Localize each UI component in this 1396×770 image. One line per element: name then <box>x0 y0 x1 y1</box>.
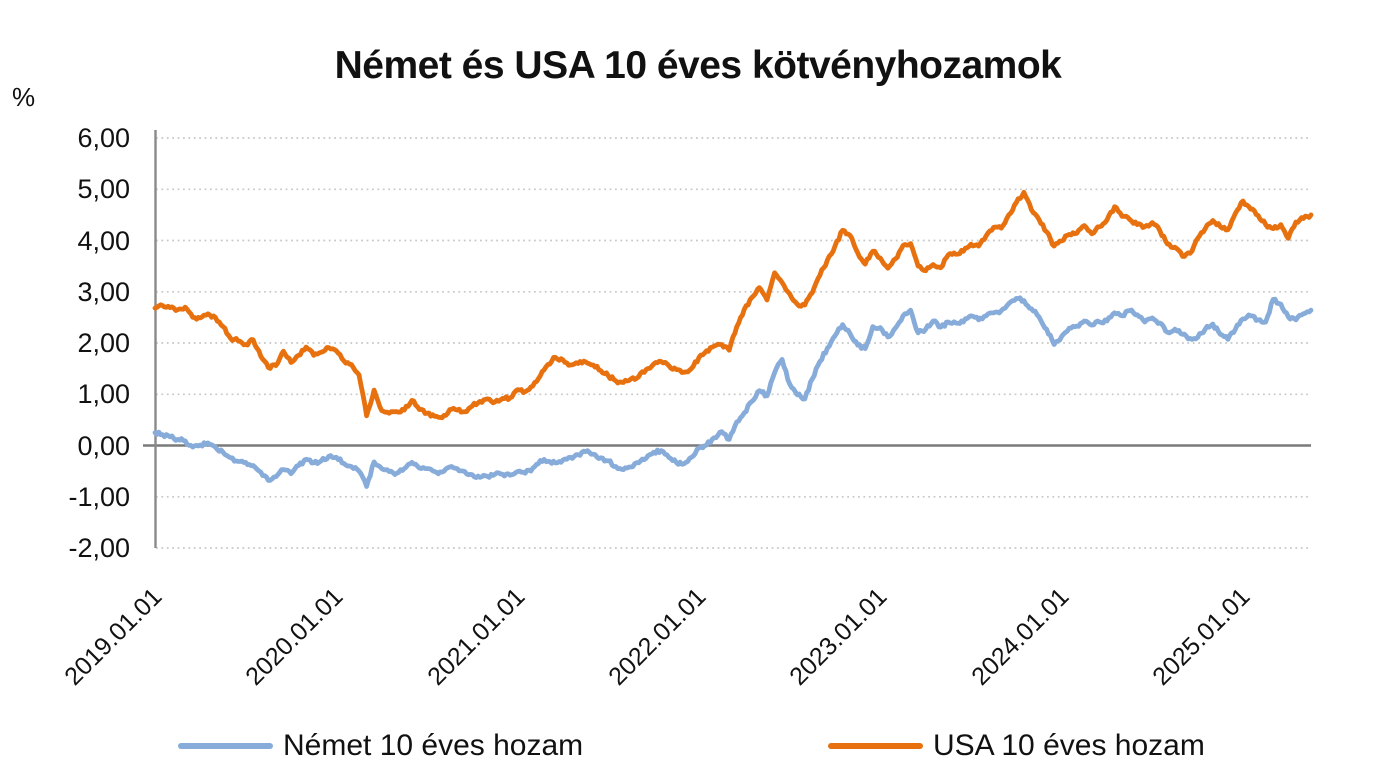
legend-label-usa: USA 10 éves hozam <box>933 729 1205 762</box>
y-axis-tick-label: 6,00 <box>77 123 130 153</box>
legend-label-german: Német 10 éves hozam <box>283 729 584 762</box>
series-german-line <box>152 295 1314 489</box>
y-axis-tick-label: 4,00 <box>77 225 130 256</box>
legend-item-usa: USA 10 éves hozam <box>828 729 1205 762</box>
gridlines <box>143 137 1311 549</box>
y-axis-tick-label: -1,00 <box>68 481 130 512</box>
y-axis-tick-label: 2,00 <box>77 328 130 358</box>
y-axis-tick-label: -2,00 <box>68 533 130 563</box>
y-axis-unit-label: % <box>12 82 36 112</box>
chart-title: Német és USA 10 éves kötvényhozamok <box>334 44 1062 87</box>
legend-swatch-usa <box>828 743 923 749</box>
legend-item-german: Német 10 éves hozam <box>178 729 584 762</box>
legend-swatch-german <box>178 743 273 749</box>
y-axis-tick-label: 3,00 <box>77 276 130 307</box>
series-usa-line <box>152 189 1314 421</box>
y-axis-tick-label: 0,00 <box>77 430 130 461</box>
y-axis-tick-label: 5,00 <box>77 174 130 205</box>
y-axis-tick-label: 1,00 <box>77 379 130 410</box>
